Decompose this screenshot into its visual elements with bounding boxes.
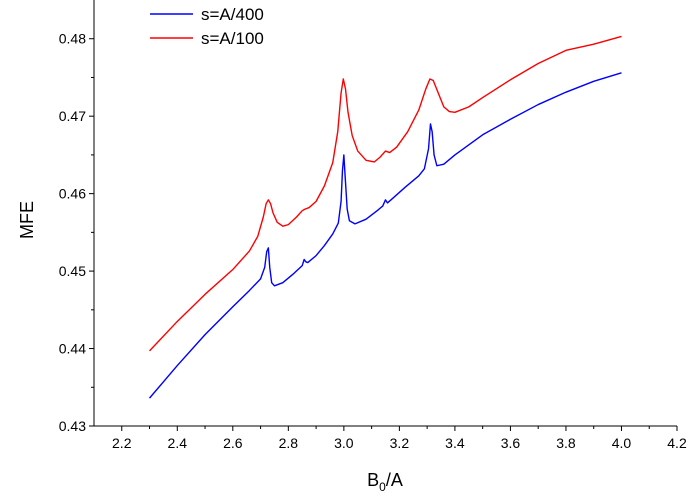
x-tick-label: 2.4 xyxy=(168,435,188,451)
y-tick-label: 0.44 xyxy=(59,341,86,357)
axes-layer xyxy=(93,0,677,427)
x-tick-label: 4.2 xyxy=(667,435,687,451)
y-tick-label: 0.45 xyxy=(59,263,86,279)
y-axis-title: MFE xyxy=(17,201,37,239)
series-layer xyxy=(148,35,622,399)
x-tick-label: 4.0 xyxy=(612,435,632,451)
x-axis-title-main: B xyxy=(367,470,379,490)
plot-area xyxy=(94,0,677,426)
ticks-layer: 2.2 2.4 2.6 2.8 3.0 3.2 3.4 3.6 3.8 4.0 4.2 0.43 0.4… xyxy=(59,31,687,451)
legend-label-series-2: s=A/100 xyxy=(201,29,264,48)
x-axis-title-suffix: /A xyxy=(386,470,403,490)
x-tick-label: 2.8 xyxy=(279,435,299,451)
x-tick-label: 3.2 xyxy=(390,435,410,451)
y-tick-label: 0.46 xyxy=(59,186,86,202)
series-line-2 xyxy=(149,35,622,352)
x-axis-title: B0/A xyxy=(367,470,403,494)
x-tick-label: 3.6 xyxy=(501,435,521,451)
y-tick-label: 0.47 xyxy=(59,108,86,124)
x-tick-label: 3.8 xyxy=(556,435,576,451)
x-tick-label: 2.6 xyxy=(223,435,243,451)
series-line-1 xyxy=(148,72,622,399)
x-tick-label: 2.2 xyxy=(112,435,132,451)
legend-label-series-1: s=A/400 xyxy=(201,5,264,24)
x-axis-title-subscript: 0 xyxy=(379,480,386,494)
x-tick-label: 3.4 xyxy=(445,435,465,451)
y-tick-label: 0.43 xyxy=(59,418,86,434)
y-tick-label: 0.48 xyxy=(59,31,86,47)
legend: s=A/400 s=A/100 xyxy=(150,5,264,48)
x-tick-label: 3.0 xyxy=(334,435,354,451)
